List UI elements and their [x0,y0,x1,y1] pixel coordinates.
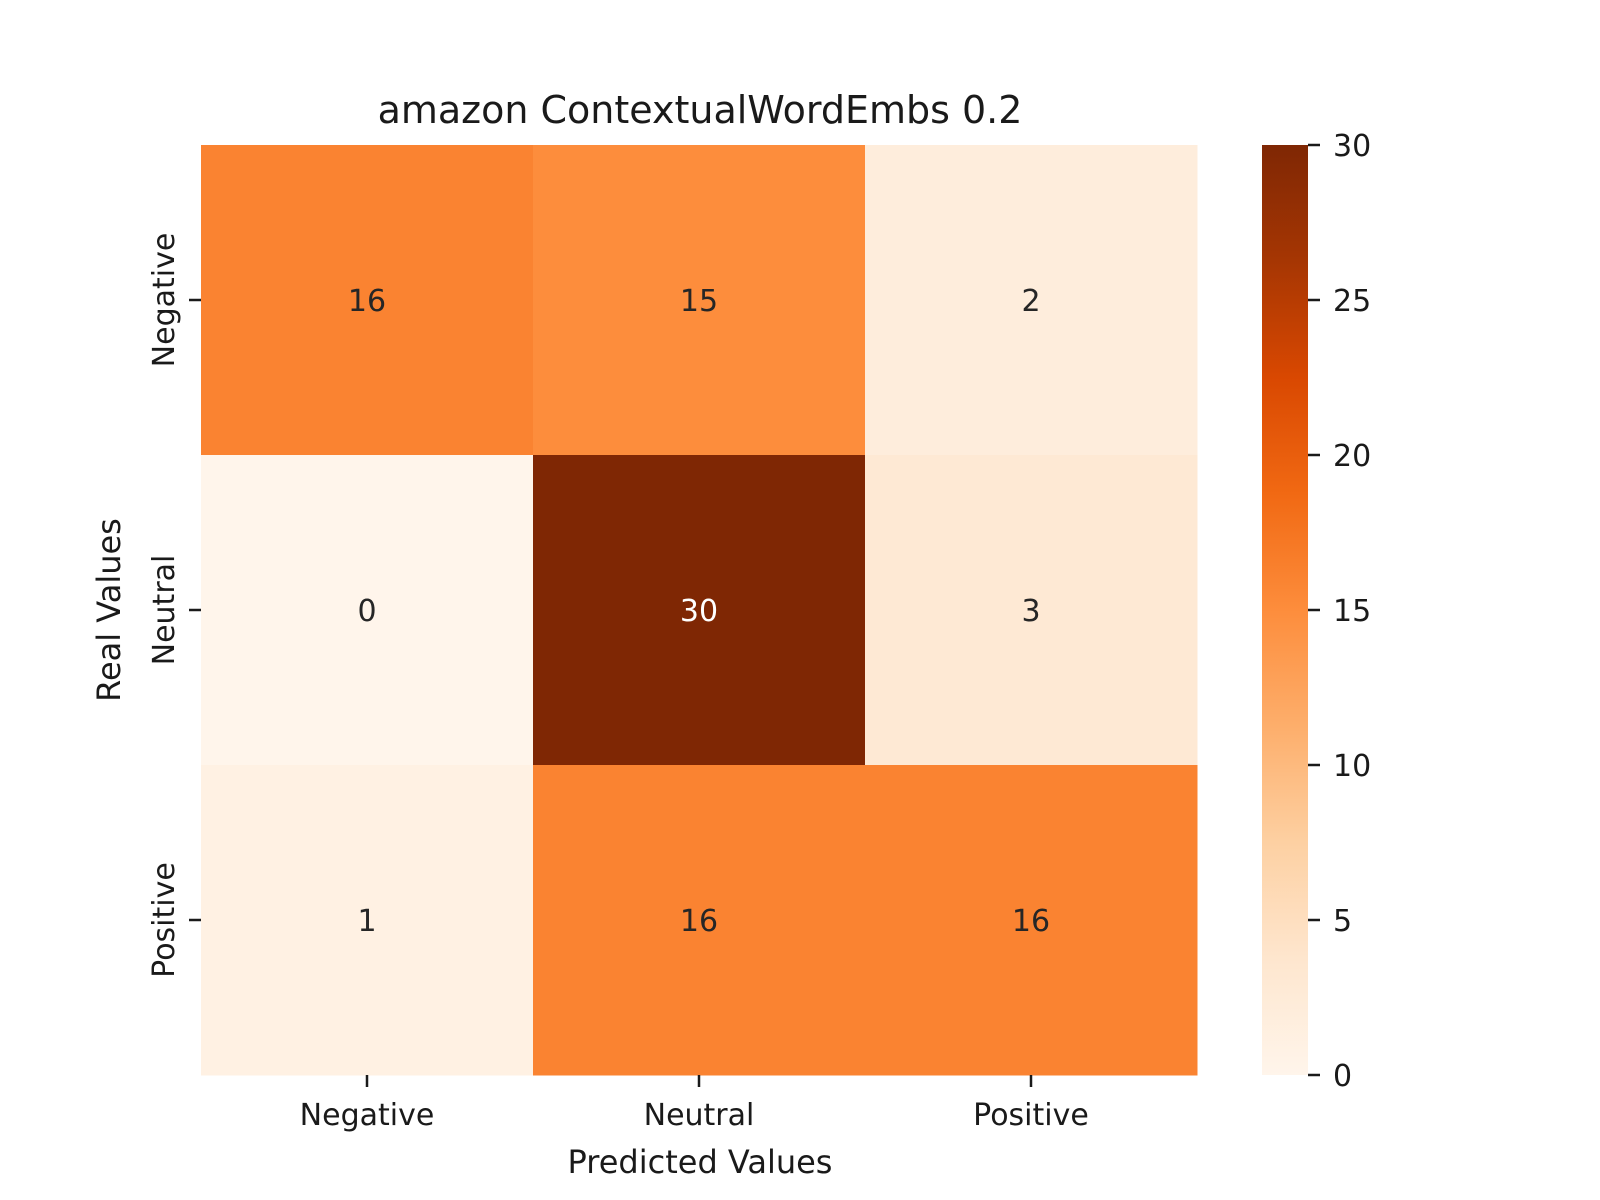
cell-label-r2-c2: 16 [1012,904,1050,939]
y-axis-label: Real Values [90,518,128,702]
cell-r2-c0 [201,765,534,1076]
cell-label-r1-c2: 3 [1021,594,1040,629]
cell-r2-c2 [865,765,1198,1076]
colorbar-tick-label-6: 30 [1333,129,1371,164]
cell-r0-c0 [201,145,534,456]
y-tick-label-0: Negative [147,233,182,368]
cell-label-r1-c1: 30 [680,594,718,629]
cell-label-r0-c1: 15 [680,284,718,319]
colorbar-ticks: 0 5 10 15 20 25 30 [1308,129,1371,1094]
colorbar-tick-label-2: 10 [1333,749,1371,784]
cell-label-r2-c0: 1 [357,904,376,939]
cell-label-r2-c1: 16 [680,904,718,939]
x-axis-ticks: Negative Neutral Positive [300,1075,1089,1133]
cell-r0-c2 [865,145,1198,456]
x-tick-label-0: Negative [300,1098,435,1133]
x-tick-label-1: Neutral [644,1098,755,1133]
heatmap-cells: 16 15 2 0 30 3 1 16 16 [201,145,1198,1076]
chart-title: amazon ContextualWordEmbs 0.2 [378,88,1023,132]
cell-r1-c0 [201,455,534,766]
colorbar [1262,145,1308,1075]
colorbar-tick-label-5: 25 [1333,284,1371,319]
colorbar-tick-label-3: 15 [1333,594,1371,629]
colorbar-tick-label-4: 20 [1333,439,1371,474]
cell-label-r0-c2: 2 [1021,284,1040,319]
x-axis-label: Predicted Values [568,1143,833,1181]
cell-r0-c1 [533,145,866,456]
y-tick-label-1: Neutral [147,555,182,666]
y-axis-ticks: Negative Neutral Positive [147,233,201,978]
y-tick-label-2: Positive [147,862,182,978]
cell-r1-c1 [533,455,866,766]
cell-r2-c1 [533,765,866,1076]
cell-r1-c2 [865,455,1198,766]
x-tick-label-2: Positive [973,1098,1089,1133]
cell-label-r0-c0: 16 [348,284,386,319]
cell-label-r1-c0: 0 [357,594,376,629]
colorbar-tick-label-0: 0 [1333,1059,1352,1094]
colorbar-tick-label-1: 5 [1333,904,1352,939]
